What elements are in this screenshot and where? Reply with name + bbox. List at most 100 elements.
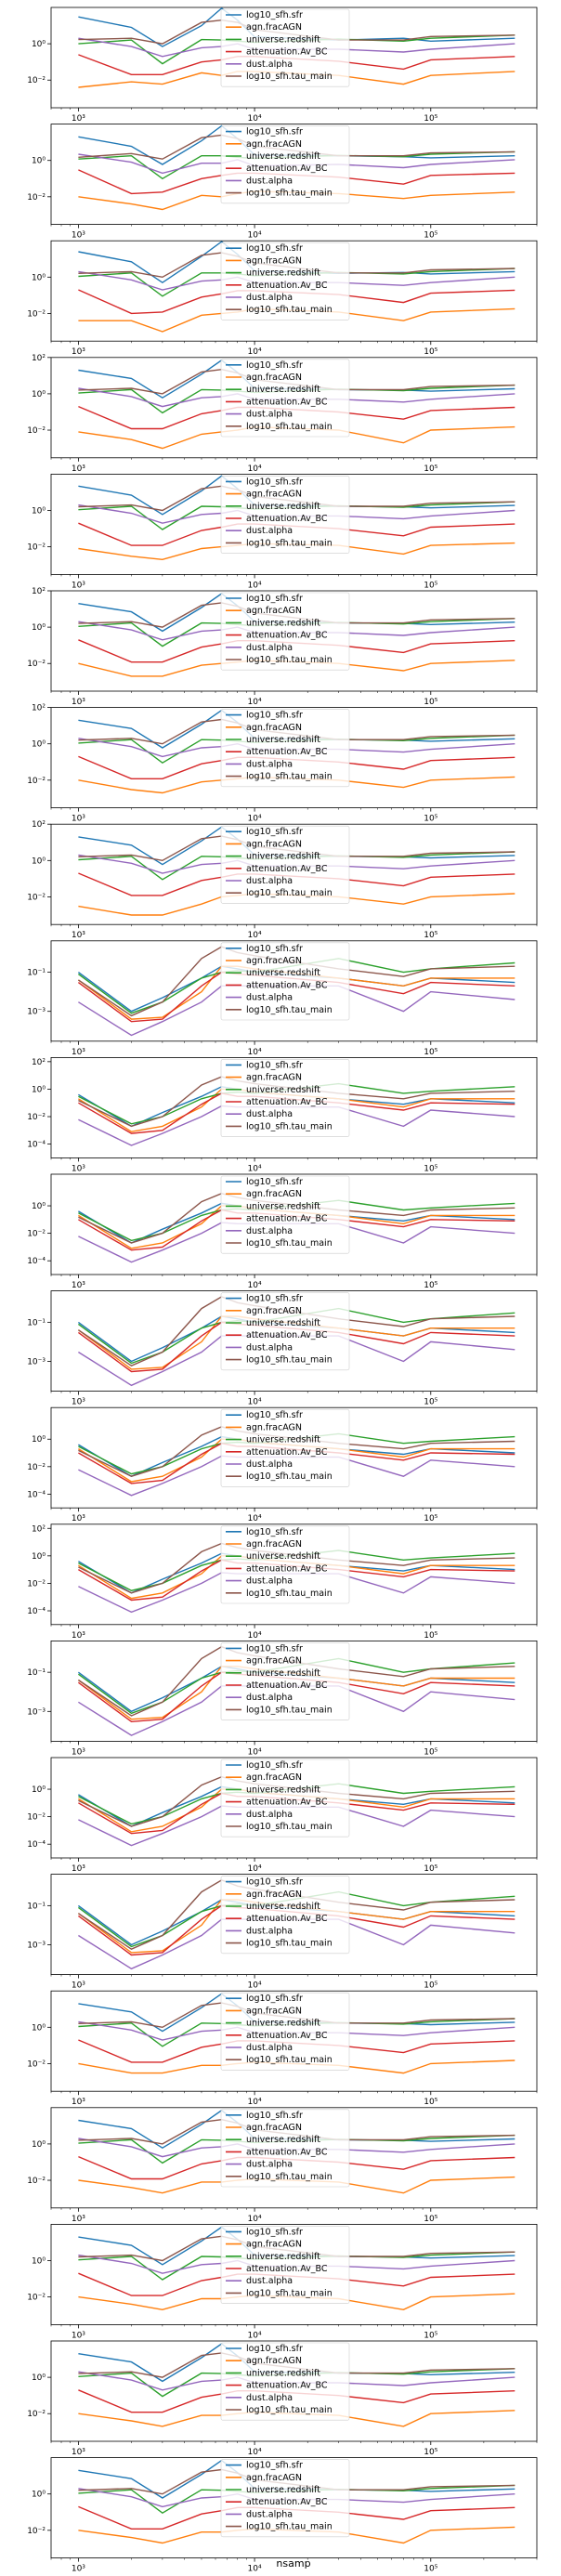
legend-label: agn.fracAGN xyxy=(246,373,302,383)
x-tick-label: 10⁴ xyxy=(248,1864,262,1874)
y-tick-label: 10⁰ xyxy=(32,1552,46,1562)
legend-label: attenuation.Av_BC xyxy=(246,1097,328,1107)
y-tick-label: 10⁻¹ xyxy=(27,969,46,978)
y-tick-label: 10⁻¹ xyxy=(27,1318,46,1327)
legend-box xyxy=(220,2109,350,2188)
legend-label: log10_sfh.tau_main xyxy=(246,1471,333,1482)
y-tick-label: 10⁻² xyxy=(27,1579,46,1589)
x-tick-label: 10⁴ xyxy=(248,2098,262,2107)
legend-label: universe.redshift xyxy=(246,618,320,628)
legend-label: attenuation.Av_BC xyxy=(246,1798,328,1808)
legend-label: dust.alpha xyxy=(246,2509,293,2519)
y-tick-label: 10⁰ xyxy=(32,1202,46,1211)
x-tick-label: 10⁵ xyxy=(424,698,437,707)
legend-label: attenuation.Av_BC xyxy=(246,980,328,990)
legend: log10_sfh.sfragn.fracAGNuniverse.redshif… xyxy=(220,2109,350,2188)
legend-label: log10_sfh.sfr xyxy=(246,1060,303,1070)
legend-label: log10_sfh.tau_main xyxy=(246,772,333,782)
legend-label: dust.alpha xyxy=(246,526,293,536)
y-tick-label: 10⁻² xyxy=(27,2410,46,2419)
legend-label: agn.fracAGN xyxy=(246,1073,302,1083)
legend-label: attenuation.Av_BC xyxy=(246,1330,328,1340)
legend: log10_sfh.sfragn.fracAGNuniverse.redshif… xyxy=(220,1175,350,1254)
panel-19: 10³ 10⁴ 10⁵ 10⁰ 10⁻² log10_sfh.sfr agn.fracAGN… xyxy=(27,2107,538,2224)
legend: log10_sfh.sfragn.fracAGNuniverse.redshif… xyxy=(220,942,350,1021)
x-tick-label: 10⁵ xyxy=(424,1048,437,1057)
axes-frame xyxy=(50,1406,538,1509)
y-tick-label: 10² xyxy=(32,704,46,713)
y-tick-label: 10⁻² xyxy=(27,660,46,669)
legend: log10_sfh.sfragn.fracAGNuniverse.redshif… xyxy=(220,825,350,904)
x-tick-label: 10⁵ xyxy=(424,347,437,357)
legend-label: attenuation.Av_BC xyxy=(246,2031,328,2041)
y-tick-label: 10⁻² xyxy=(27,2177,46,2186)
x-tick-label: 10⁵ xyxy=(424,581,437,590)
legend-label: log10_sfh.sfr xyxy=(246,2111,303,2121)
legend: log10_sfh.sfragn.fracAGNuniverse.redshif… xyxy=(220,709,350,788)
legend-label: agn.fracAGN xyxy=(246,723,302,733)
legend-box xyxy=(220,125,350,204)
legend-label: log10_sfh.sfr xyxy=(246,2461,303,2471)
legend-label: log10_sfh.sfr xyxy=(246,243,303,254)
x-tick-label: 10⁴ xyxy=(248,1398,262,1407)
panel-9: 10³ 10⁴ 10⁵ 10⁻¹ 10⁻³ log10_sfh.sfr agn.fracAG… xyxy=(27,940,538,1057)
y-tick-label: 10⁰ xyxy=(32,507,46,517)
axes-frame xyxy=(50,590,538,692)
x-tick-label: 10⁵ xyxy=(424,2331,437,2340)
legend-label: dust.alpha xyxy=(246,1109,293,1119)
axes-frame xyxy=(50,7,538,109)
legend-label: log10_sfh.sfr xyxy=(246,1643,303,1654)
legend-label: log10_sfh.sfr xyxy=(246,1177,303,1187)
legend-label: agn.fracAGN xyxy=(246,490,302,500)
axes-frame xyxy=(50,707,538,808)
x-tick-label: 10⁴ xyxy=(248,464,262,474)
x-tick-label: 10⁵ xyxy=(424,1631,437,1641)
legend-label: log10_sfh.tau_main xyxy=(246,655,333,665)
legend-box xyxy=(220,1642,350,1720)
legend: log10_sfh.sfragn.fracAGNuniverse.redshif… xyxy=(220,8,350,87)
x-tick-label: 10⁴ xyxy=(248,1048,262,1057)
legend-label: universe.redshift xyxy=(246,268,320,279)
axes-frame xyxy=(50,473,538,575)
legend-label: universe.redshift xyxy=(246,1085,320,1095)
legend-label: universe.redshift xyxy=(246,2019,320,2029)
legend: log10_sfh.sfragn.fracAGNuniverse.redshif… xyxy=(220,242,350,320)
legend: log10_sfh.sfragn.fracAGNuniverse.redshif… xyxy=(220,1292,350,1371)
y-tick-label: 10⁰ xyxy=(32,40,46,49)
panel-1: 10³ 10⁴ 10⁵ 10⁰ 10⁻² log10_sfh.sfr agn.fracAGN… xyxy=(27,7,538,124)
x-tick-label: 10³ xyxy=(72,347,85,357)
legend-label: attenuation.Av_BC xyxy=(246,2497,328,2507)
axes-frame xyxy=(50,1173,538,1275)
x-tick-label: 10⁴ xyxy=(248,1747,262,1757)
legend: log10_sfh.sfragn.fracAGNuniverse.redshif… xyxy=(220,2342,350,2421)
x-tick-label: 10⁴ xyxy=(248,931,262,940)
axes-frame xyxy=(50,1757,538,1859)
y-tick-label: 10⁻² xyxy=(27,543,46,553)
legend-label: agn.fracAGN xyxy=(246,1772,302,1783)
axes-frame xyxy=(50,1990,538,2092)
legend-label: attenuation.Av_BC xyxy=(246,2381,328,2391)
y-tick-label: 10⁻⁴ xyxy=(27,1607,46,1616)
y-tick-label: 10⁻² xyxy=(27,777,46,786)
legend-label: dust.alpha xyxy=(246,59,293,70)
legend: log10_sfh.sfragn.fracAGNuniverse.redshif… xyxy=(220,1759,350,1837)
legend-box xyxy=(220,242,350,320)
legend-box xyxy=(220,1876,350,1955)
legend-label: log10_sfh.sfr xyxy=(246,1294,303,1304)
x-tick-label: 10³ xyxy=(72,2565,85,2574)
legend-label: log10_sfh.sfr xyxy=(246,1877,303,1888)
x-tick-label: 10⁵ xyxy=(424,1981,437,1991)
legend-label: dust.alpha xyxy=(246,1342,293,1353)
y-tick-label: 10⁻³ xyxy=(27,1008,46,1017)
x-tick-label: 10⁴ xyxy=(248,2565,262,2574)
axes-frame xyxy=(50,1057,538,1158)
y-tick-label: 10⁰ xyxy=(32,2257,46,2267)
legend-label: attenuation.Av_BC xyxy=(246,1563,328,1574)
x-tick-label: 10³ xyxy=(72,231,85,241)
legend-label: universe.redshift xyxy=(246,34,320,45)
x-tick-label: 10⁴ xyxy=(248,1281,262,1290)
x-tick-label: 10³ xyxy=(72,464,85,474)
panel-22: 10³ 10⁴ 10⁵ 10⁰ 10⁻² log10_sfh.sfr agn.fracAGN… xyxy=(27,2457,538,2574)
x-tick-label: 10³ xyxy=(72,1631,85,1641)
